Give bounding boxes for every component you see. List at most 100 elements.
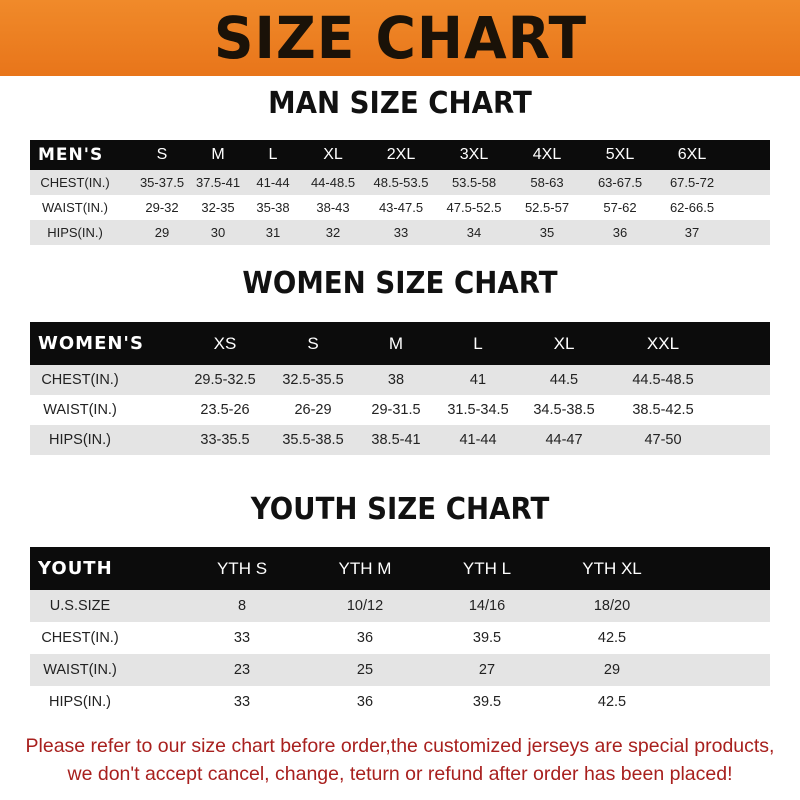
table-cell: 35 [539, 225, 555, 240]
table-row: HIPS(IN.) 33 36 39.5 42.5 [30, 686, 770, 718]
row-label: CHEST(IN.) [41, 372, 119, 388]
table-row: U.S.SIZE 8 10/12 14/16 18/20 [30, 590, 770, 622]
table-cell: 53.5-58 [451, 175, 497, 190]
table-cell: 48.5-53.5 [373, 175, 429, 190]
table-cell: 38-43 [316, 200, 350, 215]
size-header-cell: S [156, 146, 168, 163]
table-cell: 29-32 [145, 200, 179, 215]
table-cell: 29 [603, 662, 621, 678]
table-cell: 39.5 [472, 630, 502, 646]
size-header-cell: XL [323, 146, 343, 163]
table-cell: 29-31.5 [371, 402, 421, 418]
youth-size-table: YOUTH YTH S YTH M YTH L YTH XL U.S.SIZE 8 10/12… [30, 547, 770, 718]
table-cell: 44.5 [549, 372, 579, 388]
table-cell: 32.5-35.5 [282, 372, 344, 388]
size-header-cell: 5XL [605, 146, 635, 163]
page-title: SIZE CHART [213, 4, 587, 72]
notice-line-1: Please refer to our size chart before or… [25, 735, 775, 757]
table-header-row: YOUTH YTH S YTH M YTH L YTH XL [30, 547, 770, 590]
row-label: HIPS(IN.) [48, 694, 112, 710]
table-cell: 36 [356, 630, 374, 646]
table-cell: 26-29 [294, 402, 332, 418]
table-cell: 36 [612, 225, 628, 240]
table-cell: 52.5-57 [524, 200, 570, 215]
size-header-cell: 6XL [677, 146, 707, 163]
table-row: WAIST(IN.) 23.5-26 26-29 29-31.5 31.5-34.5 34… [30, 395, 770, 425]
table-cell: 47-50 [644, 432, 682, 448]
table-row: WAIST(IN.) 23 25 27 29 [30, 654, 770, 686]
table-cell: 35-38 [256, 200, 290, 215]
size-header-cell: YTH S [216, 558, 268, 578]
size-header-cell: S [307, 333, 319, 353]
table-cell: 23 [233, 662, 251, 678]
row-label: HIPS(IN.) [48, 432, 112, 448]
size-header-cell: M [211, 146, 225, 163]
table-cell: 33-35.5 [200, 432, 250, 448]
table-title-cell: MEN'S [38, 145, 104, 165]
table-cell: 44-48.5 [310, 175, 356, 190]
table-cell: 32-35 [201, 200, 235, 215]
row-label: WAIST(IN.) [42, 200, 108, 215]
table-cell: 38.5-41 [371, 432, 421, 448]
table-title-cell: WOMEN'S [38, 333, 144, 354]
table-cell: 29.5-32.5 [194, 372, 256, 388]
size-header-cell: YTH XL [582, 558, 642, 578]
table-header-row: WOMEN'S XS S M L XL XXL [30, 322, 770, 365]
table-row: CHEST(IN.) 33 36 39.5 42.5 [30, 622, 770, 654]
table-cell: 44.5-48.5 [632, 372, 694, 388]
row-label: U.S.SIZE [49, 598, 111, 614]
table-cell: 34.5-38.5 [533, 402, 595, 418]
table-cell: 44-47 [545, 432, 583, 448]
table-cell: 38 [387, 372, 405, 388]
row-label: WAIST(IN.) [43, 662, 117, 678]
size-header-cell: 3XL [459, 146, 489, 163]
table-cell: 34 [466, 225, 482, 240]
table-row: HIPS(IN.) 33-35.5 35.5-38.5 38.5-41 41-44 44-… [30, 425, 770, 455]
size-header-cell: YTH M [338, 558, 392, 578]
table-cell: 36 [356, 694, 374, 710]
table-cell: 41 [469, 372, 487, 388]
table-cell: 30 [210, 225, 226, 240]
table-cell: 37.5-41 [195, 175, 241, 190]
size-header-cell: L [473, 333, 483, 353]
table-cell: 41-44 [256, 175, 290, 190]
table-cell: 23.5-26 [200, 402, 250, 418]
women-heading: WOMEN SIZE CHART [242, 266, 558, 301]
table-row: CHEST(IN.) 35-37.5 37.5-41 41-44 44-48.5 48.5… [30, 170, 770, 195]
table-header-row: MEN'S S M L XL 2XL 3XL 4XL 5XL 6XL [30, 140, 770, 170]
table-cell: 33 [233, 694, 251, 710]
table-cell: 35-37.5 [139, 175, 185, 190]
size-header-cell: XXL [646, 333, 680, 353]
table-cell: 67.5-72 [669, 175, 715, 190]
table-cell: 14/16 [468, 598, 506, 614]
men-size-table: MEN'S S M L XL 2XL 3XL 4XL 5XL 6XL CHEST(IN.) 35-37… [30, 140, 770, 245]
table-cell: 57-62 [603, 200, 637, 215]
table-cell: 31.5-34.5 [447, 402, 509, 418]
size-header-cell: 2XL [386, 146, 416, 163]
table-cell: 10/12 [346, 598, 384, 614]
youth-heading: YOUTH SIZE CHART [250, 492, 550, 527]
table-cell: 35.5-38.5 [282, 432, 344, 448]
table-row: WAIST(IN.) 29-32 32-35 35-38 38-43 43-47.5 47.… [30, 195, 770, 220]
table-cell: 62-66.5 [669, 200, 715, 215]
table-cell: 25 [356, 662, 374, 678]
row-label: CHEST(IN.) [41, 630, 119, 646]
table-cell: 29 [154, 225, 170, 240]
size-header-cell: L [268, 146, 278, 163]
size-header-cell: XL [553, 333, 575, 353]
table-cell: 33 [393, 225, 409, 240]
row-label: CHEST(IN.) [40, 175, 110, 190]
table-cell: 38.5-42.5 [632, 402, 694, 418]
table-cell: 18/20 [593, 598, 631, 614]
table-title-cell: YOUTH [38, 558, 113, 579]
title-banner: SIZE CHART [0, 0, 800, 76]
size-header-cell: M [388, 333, 404, 353]
table-row: HIPS(IN.) 29 30 31 32 33 34 35 36 37 [30, 220, 770, 245]
table-cell: 63-67.5 [597, 175, 643, 190]
table-row: CHEST(IN.) 29.5-32.5 32.5-35.5 38 41 44.5 44.5… [30, 365, 770, 395]
women-size-table: WOMEN'S XS S M L XL XXL CHEST(IN.) 29.5-32.5 32.5… [30, 322, 770, 455]
row-label: HIPS(IN.) [47, 225, 103, 240]
row-label: WAIST(IN.) [43, 402, 117, 418]
table-cell: 43-47.5 [378, 200, 424, 215]
table-cell: 31 [265, 225, 281, 240]
